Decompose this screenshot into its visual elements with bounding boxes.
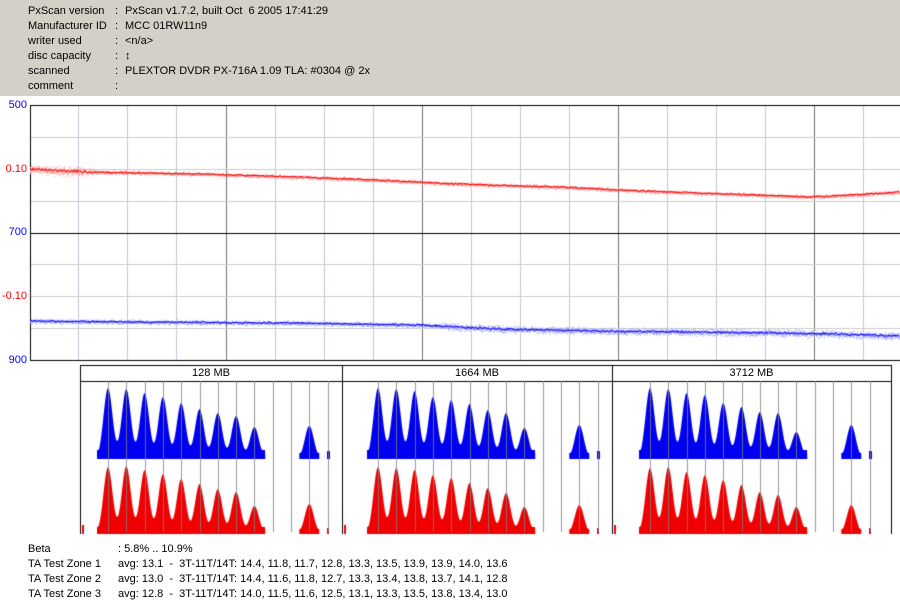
info-value: MCC 01RW11n9 xyxy=(125,20,208,32)
info-label: scanned xyxy=(28,65,70,77)
info-label: disc capacity xyxy=(28,50,91,62)
summary-label: Beta xyxy=(28,543,51,555)
info-label: Manufacturer ID xyxy=(28,20,107,32)
info-separator: : xyxy=(115,5,119,17)
beta-summary-row: Beta : 5.8% .. 10.9% xyxy=(0,543,900,558)
summary-value: avg: 13.1 - 3T-11T/14T: 14.4, 11.8, 11.7… xyxy=(118,558,508,570)
y-axis-label-500: 500 xyxy=(8,99,27,111)
summary-footer: Beta : 5.8% .. 10.9% TA Test Zone 1 avg:… xyxy=(0,543,900,603)
ta-zone-1-row: TA Test Zone 1 avg: 13.1 - 3T-11T/14T: 1… xyxy=(0,558,900,573)
histogram-panel-title-128mb: 128 MB xyxy=(192,367,230,379)
info-separator: : xyxy=(115,35,119,47)
ta-zone-2-row: TA Test Zone 2 avg: 13.0 - 3T-11T/14T: 1… xyxy=(0,573,900,588)
info-row-disc-capacity: disc capacity : ↕ xyxy=(0,50,900,65)
info-row-writer-used: writer used : <n/a> xyxy=(0,35,900,50)
info-separator: : xyxy=(115,50,119,62)
y-axis-label-minus-010: -0.10 xyxy=(1,290,27,302)
info-row-manufacturer-id: Manufacturer ID : MCC 01RW11n9 xyxy=(0,20,900,35)
y-axis-label-700: 700 xyxy=(8,226,27,238)
summary-label: TA Test Zone 3 xyxy=(28,588,101,600)
summary-value: avg: 12.8 - 3T-11T/14T: 14.0, 11.5, 11.6… xyxy=(118,588,508,600)
info-row-comment: comment : xyxy=(0,80,900,95)
summary-value: : 5.8% .. 10.9% xyxy=(118,543,193,555)
y-axis-label-plus-010: 0.10 xyxy=(5,163,27,175)
info-label: comment xyxy=(28,80,74,92)
info-value: PLEXTOR DVDR PX-716A 1.09 TLA: #0304 @ 2… xyxy=(125,65,370,77)
info-row-version: PxScan version : PxScan v1.7.2, built Oc… xyxy=(0,5,900,20)
info-separator: : xyxy=(115,20,119,32)
info-value: <n/a> xyxy=(125,35,154,47)
info-value: ↕ xyxy=(125,50,131,62)
histogram-panel-title-1664mb: 1664 MB xyxy=(454,367,500,379)
info-row-scanned: scanned : PLEXTOR DVDR PX-716A 1.09 TLA:… xyxy=(0,65,900,80)
info-label: PxScan version xyxy=(28,5,105,17)
scan-info-header: PxScan version : PxScan v1.7.2, built Oc… xyxy=(0,0,900,96)
y-axis-label-900: 900 xyxy=(8,354,27,366)
info-value: PxScan v1.7.2, built Oct 6 2005 17:41:29 xyxy=(125,5,329,17)
summary-label: TA Test Zone 1 xyxy=(28,558,101,570)
info-separator: : xyxy=(115,80,119,92)
info-label: writer used xyxy=(28,35,82,47)
ta-zone-3-row: TA Test Zone 3 avg: 12.8 - 3T-11T/14T: 1… xyxy=(0,588,900,603)
info-separator: : xyxy=(115,65,119,77)
summary-value: avg: 13.0 - 3T-11T/14T: 14.4, 11.6, 11.8… xyxy=(118,573,508,585)
summary-label: TA Test Zone 2 xyxy=(28,573,101,585)
histogram-panel-title-3712mb: 3712 MB xyxy=(729,367,774,379)
